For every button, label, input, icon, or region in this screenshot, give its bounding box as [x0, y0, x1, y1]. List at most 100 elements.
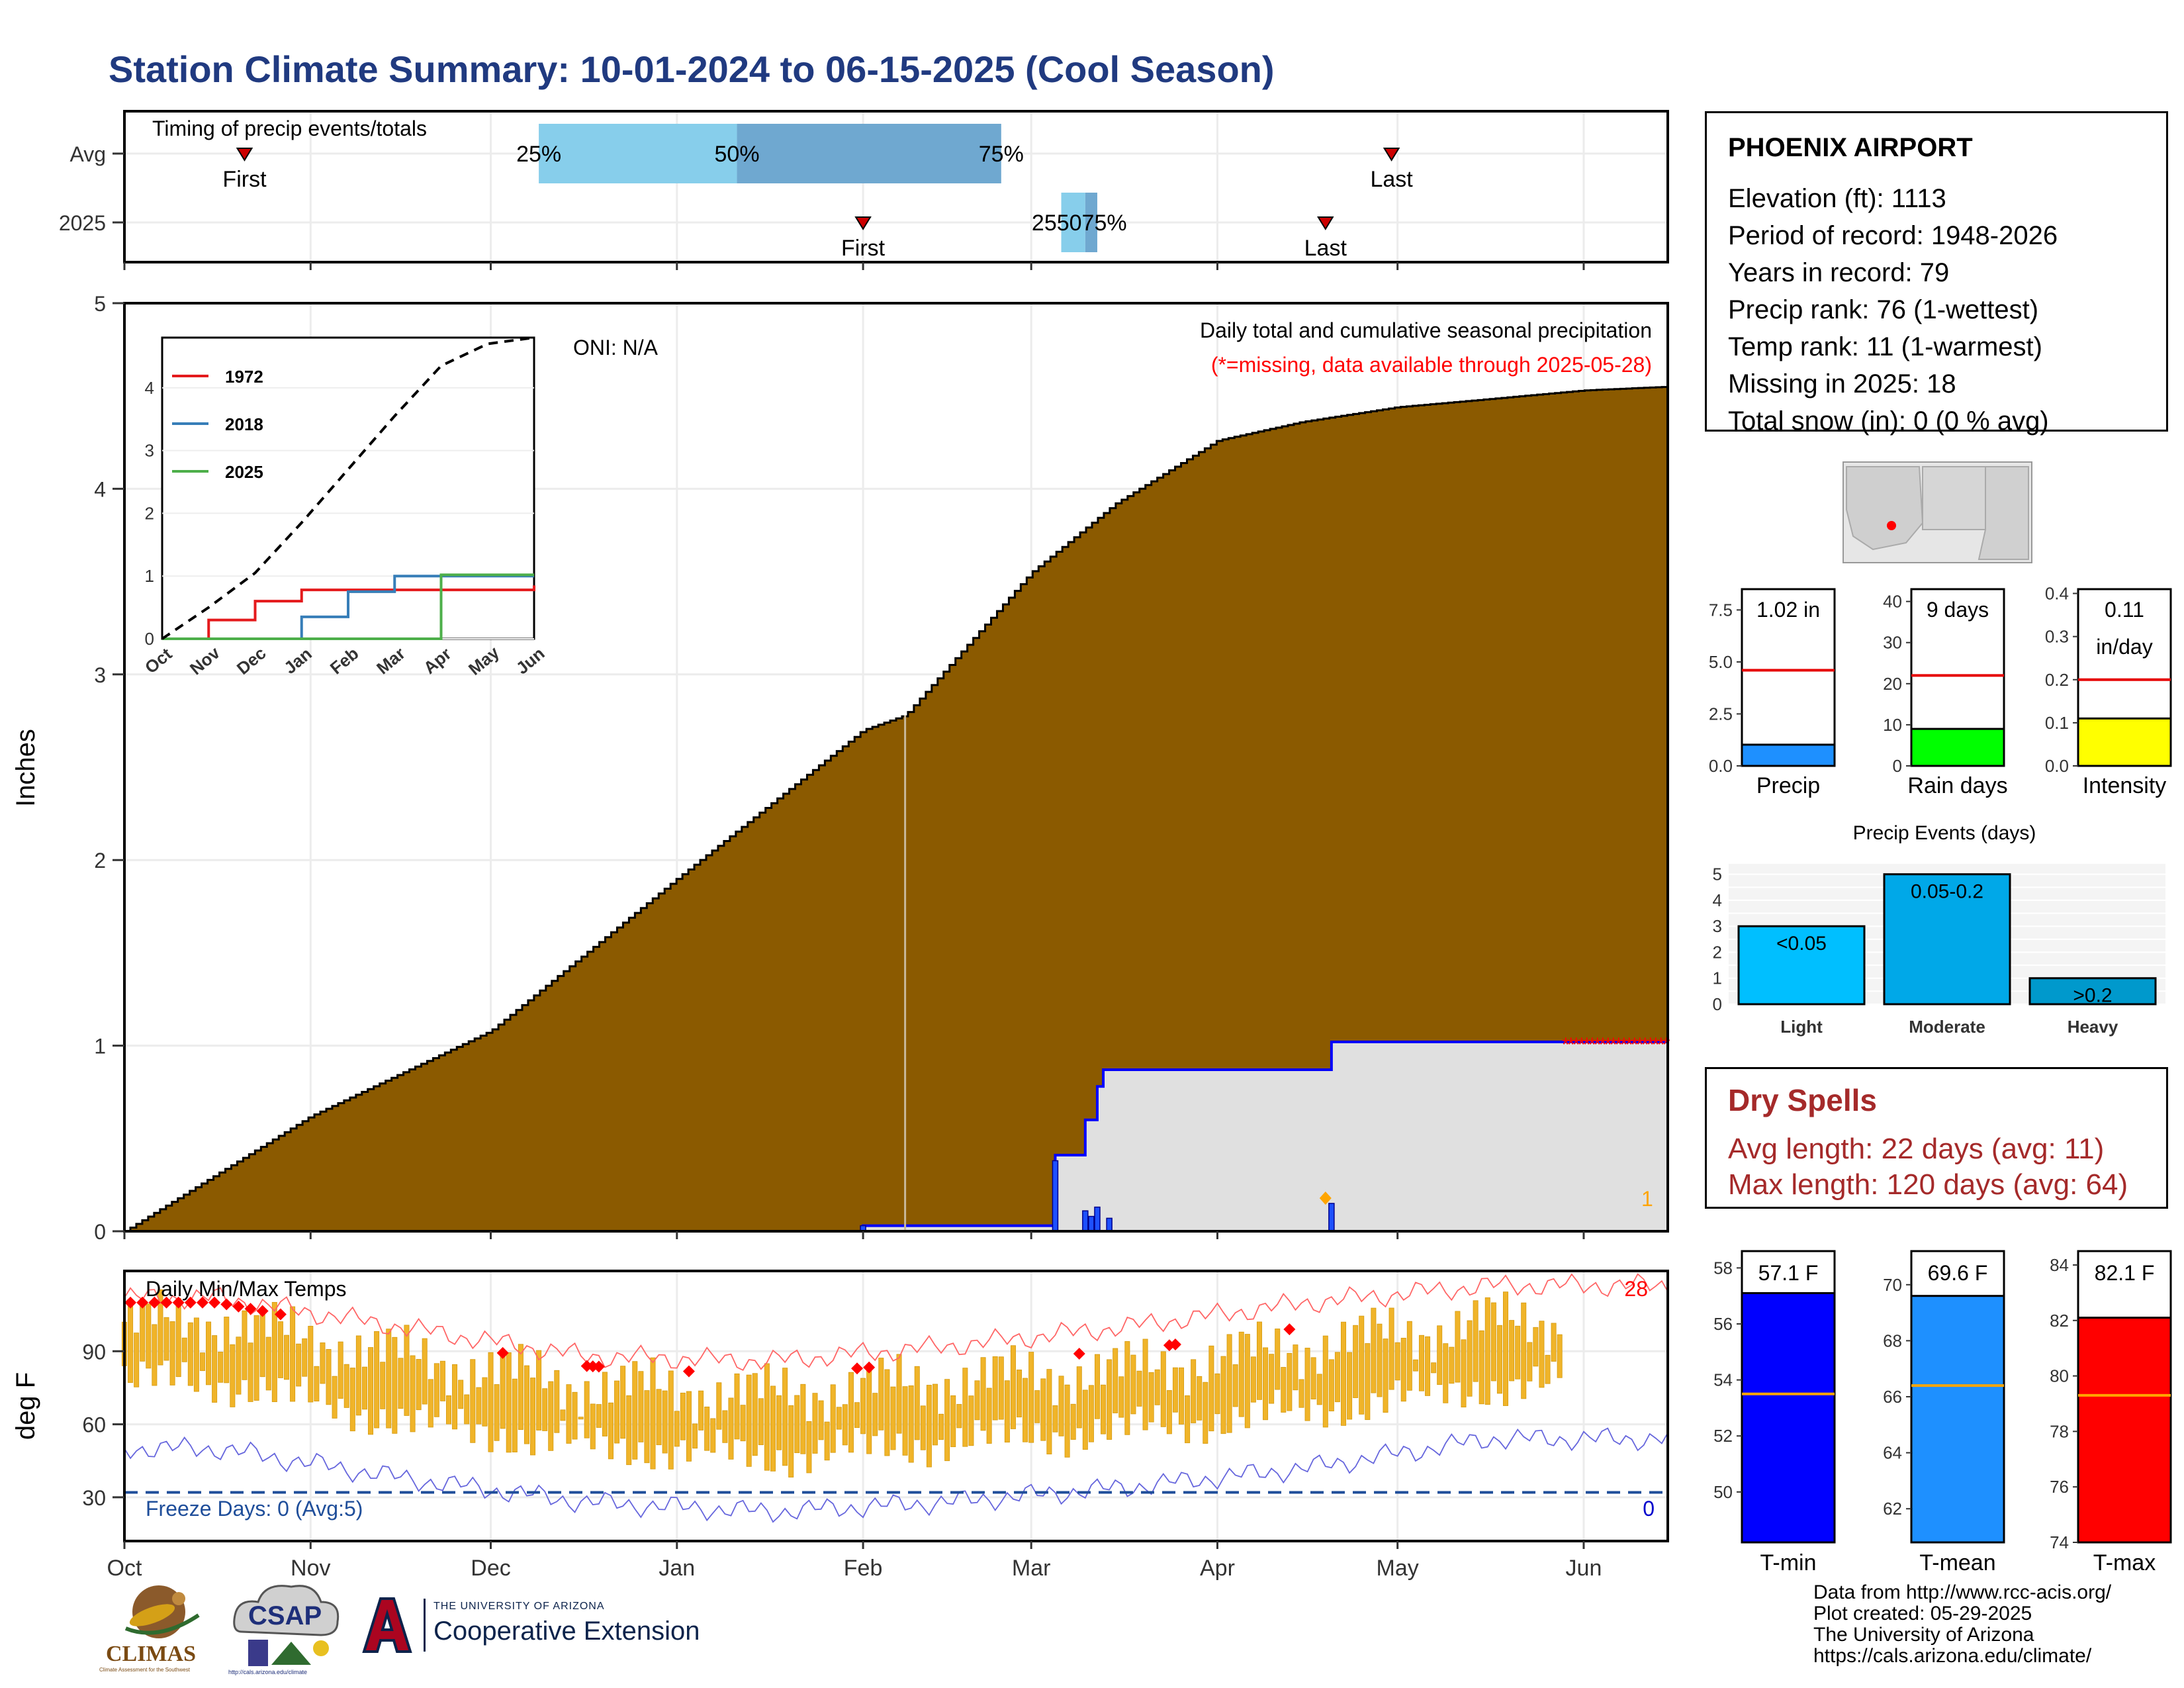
daily-precip-bar: [1052, 1160, 1059, 1232]
precip-events-category: Heavy: [2068, 1017, 2118, 1037]
precip-summary-tick-label: 5.0: [1709, 652, 1733, 672]
temp-summary-value: 82.1 F: [2095, 1261, 2155, 1285]
daily-temp-bar: [242, 1310, 248, 1380]
daily-temp-bar: [193, 1317, 199, 1392]
record-high-marker: [851, 1362, 864, 1375]
timing-panel-border: [123, 110, 1669, 263]
daily-temp-bar: [782, 1368, 788, 1466]
daily-temp-bar: [1070, 1403, 1076, 1440]
first-event-marker: [236, 148, 253, 162]
inset-legend-label: 2018: [225, 414, 263, 434]
precip-summary-label: Rain days: [1907, 773, 2007, 798]
station-line-years: Years in record: 79: [1728, 258, 1950, 287]
daily-temp-bar: [296, 1343, 302, 1387]
temp-summary-tick-label: 70: [1883, 1275, 1902, 1295]
daily-temp-bar: [212, 1335, 218, 1403]
daily-temp-bar: [908, 1385, 914, 1463]
daily-temp-bar: [1406, 1321, 1412, 1391]
precip-events-tick-label: 4: [1713, 890, 1722, 910]
daily-temp-bar: [1256, 1321, 1262, 1400]
map-state-arizona: [1846, 466, 1924, 551]
daily-temp-bar: [398, 1358, 404, 1409]
temp-summary-tick-label: 84: [2050, 1255, 2069, 1275]
daily-temp-bar: [1322, 1335, 1328, 1428]
daily-temp-bar: [1166, 1390, 1172, 1434]
daily-temp-bar: [602, 1372, 608, 1436]
credit-line: Plot created: 05-29-2025: [1813, 1603, 2032, 1624]
csap-logo-mark: [233, 1585, 340, 1666]
daily-temp-bar: [169, 1321, 175, 1385]
temp-summary-bar: [2077, 1317, 2172, 1544]
season-2025-fill: [124, 1041, 1668, 1231]
missing-marker: *: [1625, 1034, 1633, 1056]
daily-temp-bar: [1479, 1330, 1484, 1405]
temp-x-tick-label: Feb: [844, 1556, 883, 1581]
precip-chart-subtitle: (*=missing, data available through 2025-…: [1211, 353, 1652, 377]
daily-temp-bar: [253, 1315, 259, 1401]
daily-temp-bar: [944, 1379, 950, 1462]
precip-summary-tick-label: 10: [1883, 715, 1902, 735]
missing-marker: *: [1631, 1034, 1639, 1056]
precip-summary-tick-label: 0: [1893, 756, 1902, 776]
daily-temp-bar: [866, 1364, 872, 1454]
oni-label: ONI: N/A: [573, 336, 659, 359]
daily-temp-bar: [1431, 1362, 1437, 1374]
climas-logo-text: CLIMAS: [106, 1642, 197, 1666]
daily-temp-bar: [1154, 1369, 1160, 1405]
daily-temp-bar: [1388, 1307, 1394, 1390]
missing-marker: *: [1588, 1034, 1596, 1056]
record-high-marker: [274, 1308, 287, 1321]
record-high-marker: [124, 1296, 137, 1309]
daily-temp-bar: [314, 1366, 320, 1402]
daily-temp-bar: [218, 1352, 224, 1383]
daily-temp-bar: [758, 1398, 764, 1446]
daily-temp-bar: [1539, 1321, 1545, 1388]
daily-temp-bar: [1113, 1348, 1118, 1413]
daily-temp-bar: [1533, 1327, 1539, 1367]
daily-temp-bar: [355, 1335, 361, 1416]
record-high-marker: [160, 1296, 173, 1309]
temp-summary-tick-label: 52: [1713, 1426, 1733, 1446]
temp-summary-tick-label: 58: [1713, 1258, 1733, 1278]
daily-temp-bar: [361, 1366, 367, 1410]
daily-temp-bar: [626, 1395, 632, 1466]
timing-bar-50-75: [737, 124, 1001, 183]
temp-y-tick-label: 60: [82, 1413, 106, 1437]
daily-temp-bar: [884, 1369, 890, 1456]
precip-summary-tick-label: 0.2: [2045, 670, 2069, 690]
daily-temp-bar: [470, 1359, 476, 1443]
temp-y-tick-label: 30: [82, 1486, 106, 1510]
daily-temp-bar: [728, 1397, 734, 1460]
daily-temp-bar: [578, 1417, 584, 1420]
daily-temp-bar: [986, 1387, 992, 1444]
daily-temp-bar: [181, 1337, 187, 1362]
missing-marker: *: [1615, 1034, 1623, 1056]
daily-temp-bar: [704, 1406, 710, 1451]
daily-temp-bar: [368, 1347, 374, 1435]
temp-summary-tick-label: 54: [1713, 1370, 1733, 1390]
daily-temp-bar: [302, 1338, 308, 1377]
record-high-marker: [682, 1365, 695, 1378]
precip-panel-border: [123, 302, 1669, 1233]
daily-temp-bar: [1197, 1376, 1203, 1421]
daily-temp-bar: [896, 1354, 902, 1434]
daily-temp-bar: [422, 1338, 428, 1405]
precip-y-tick-label: 5: [94, 292, 106, 316]
inset-series-line: [162, 585, 535, 640]
daily-temp-bar: [818, 1400, 824, 1440]
last-event-marker: [1383, 148, 1400, 162]
daily-temp-bar: [1400, 1338, 1406, 1402]
daily-temp-bar: [956, 1404, 962, 1429]
daily-temp-bar: [548, 1381, 554, 1451]
daily-temp-bar: [158, 1289, 163, 1366]
record-high-marker: [220, 1298, 233, 1311]
daily-temp-bar: [1287, 1352, 1293, 1411]
daily-temp-bar: [692, 1423, 698, 1449]
temp-summary-tick-label: 74: [2050, 1532, 2069, 1552]
temp-summary-value: 57.1 F: [1758, 1261, 1819, 1285]
daily-temp-bar: [326, 1349, 332, 1405]
daily-temp-bar: [680, 1392, 686, 1440]
daily-temp-bar: [620, 1366, 626, 1439]
daily-temp-bar: [824, 1421, 830, 1461]
daily-temp-bar: [1136, 1370, 1142, 1407]
